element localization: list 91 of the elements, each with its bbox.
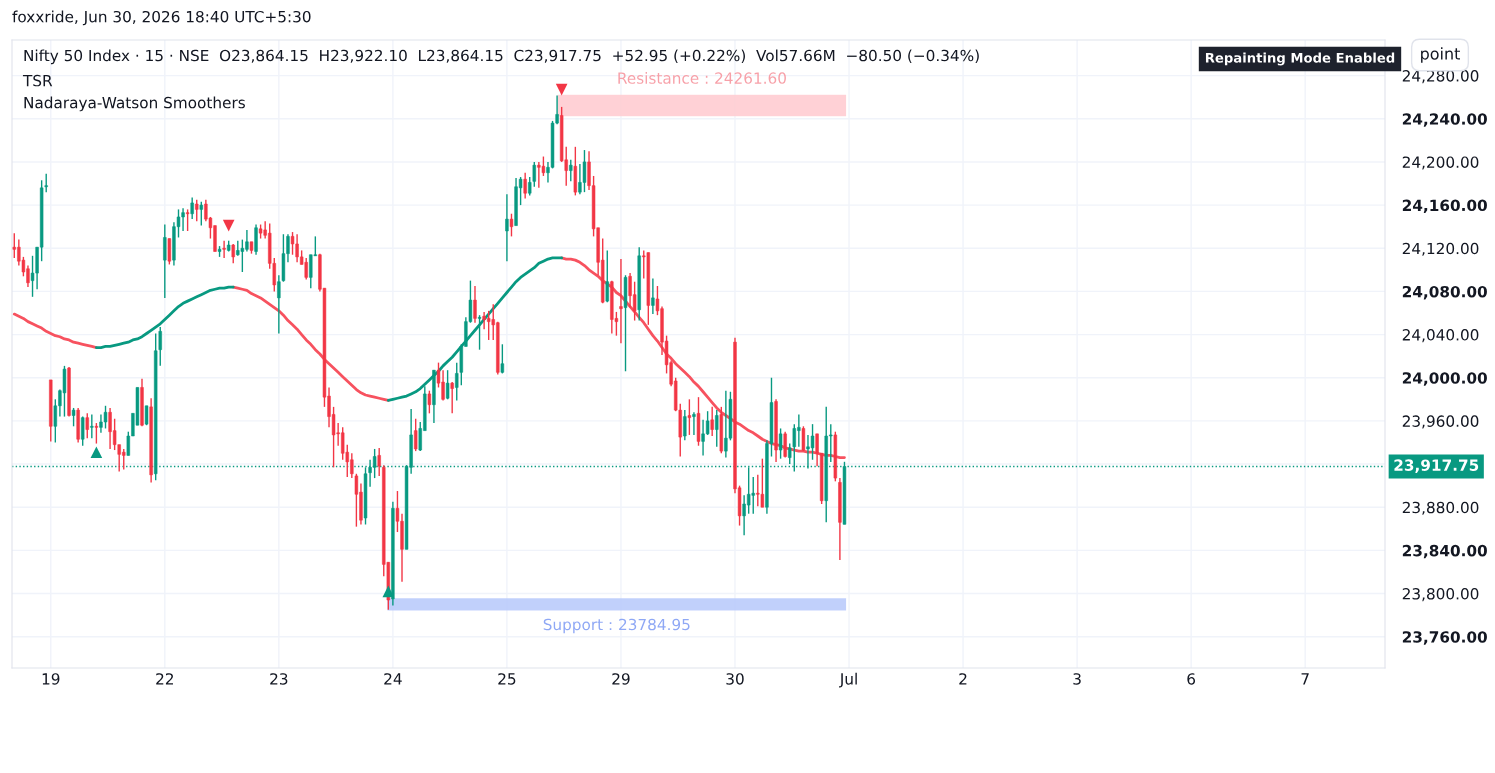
x-tick-label: 19 [42,673,60,685]
x-tick-label: 6 [1187,673,1196,685]
y-tick-label: 23,760.00 [1402,631,1487,645]
candlestick [692,411,696,436]
candlestick [477,314,482,351]
candlestick [304,257,308,281]
band-label: Support : 23784.95 [543,618,690,634]
candlestick [167,237,172,266]
candlestick [199,201,203,227]
y-tick-label: 24,000.00 [1402,372,1487,386]
candlestick [710,406,714,437]
candlestick [450,381,454,415]
annotation: Repainting Mode Enabled [1205,52,1395,66]
text: foxxride, Jun 30, 2026 18:40 UTC+5:30 [12,10,311,26]
candlestick [240,238,245,273]
candlestick [523,172,527,200]
candlestick [103,405,108,430]
x-tick-label: 2 [959,673,967,685]
candlestick [473,285,477,324]
x-tick-label: 23 [270,673,288,685]
candlestick [372,448,377,479]
candlestick [44,173,48,193]
y-tick-label: 24,120.00 [1402,242,1479,256]
candlestick [414,418,418,452]
candlestick [62,365,67,418]
candlestick [90,413,94,439]
candlestick [486,310,491,341]
point [90,446,103,458]
text: Nifty 50 Index · 15 · NSE O23,864.15 H23,922.10 L23,864.15 C23,917.75 +52.95 (+0.22%) Vol57.66M −80.50 (−0.34%) [24,49,979,65]
candlestick [760,457,765,508]
y-tick-label: 23,840.00 [1402,544,1487,559]
candlestick [195,199,199,222]
y-tick-label: 24,160.00 [1402,199,1487,214]
candlestick [85,412,89,439]
candlestick [687,398,692,436]
candlestick [445,369,450,401]
y-tick-label: 23,880.00 [1402,501,1479,515]
x-tick-label: 7 [1301,673,1309,685]
candlestick [788,442,792,465]
candlestick [582,149,587,193]
candlestick [190,196,194,220]
candlestick [751,476,755,515]
annotation: Nadaraya-Watson Smoothers [24,96,245,112]
x-tick-label: 22 [156,673,173,685]
candlestick [185,208,190,232]
x-tick-label: 25 [498,673,516,685]
candlestick [158,326,162,367]
candlestick [528,176,532,197]
y-tick-label: 24,240.00 [1402,113,1487,127]
candlestick [605,249,609,303]
x-tick-label: 3 [1073,673,1081,685]
candlestick [801,425,806,452]
candlestick [500,343,505,375]
y-tick-label: 24,200.00 [1402,156,1479,170]
ref-line-label: 23,917.75 [1394,459,1479,473]
candlestick [505,193,509,262]
candlestick [532,161,536,188]
candlestick [537,161,541,189]
candlestick [715,409,719,448]
candlestick [309,254,313,289]
x-tick-label: 30 [726,673,744,685]
x-tick-label: 24 [384,673,402,685]
y-tick-label: 24,040.00 [1402,329,1479,343]
candlestick [427,389,432,415]
candlestick [651,277,655,315]
candlestick [94,422,99,445]
x-tick-label: 29 [612,673,630,685]
text: point [1421,47,1460,63]
y-tick-label: 24,080.00 [1402,285,1487,300]
candlestick [724,389,728,459]
candlestick [509,213,514,238]
candlestick [756,474,760,507]
candlestick [569,159,573,183]
y-tick-label: 23,960.00 [1402,415,1479,429]
candlestick [163,223,167,299]
candlestick [455,361,459,402]
annotation: TSR [22,74,53,87]
candlestick [254,223,258,256]
candlestick [222,240,226,259]
x-tick-label: Jul [839,672,857,688]
point [555,83,568,96]
candlestick [81,415,85,447]
candlestick [71,407,76,427]
candlestick [377,447,381,477]
band-label: Resistance : 24261.60 [618,72,786,84]
y-tick-label: 23,800.00 [1402,588,1479,602]
candlestick [783,430,787,459]
point [222,219,235,232]
candlestick [683,409,687,442]
candlestick [778,427,783,460]
candlestick [619,258,623,344]
